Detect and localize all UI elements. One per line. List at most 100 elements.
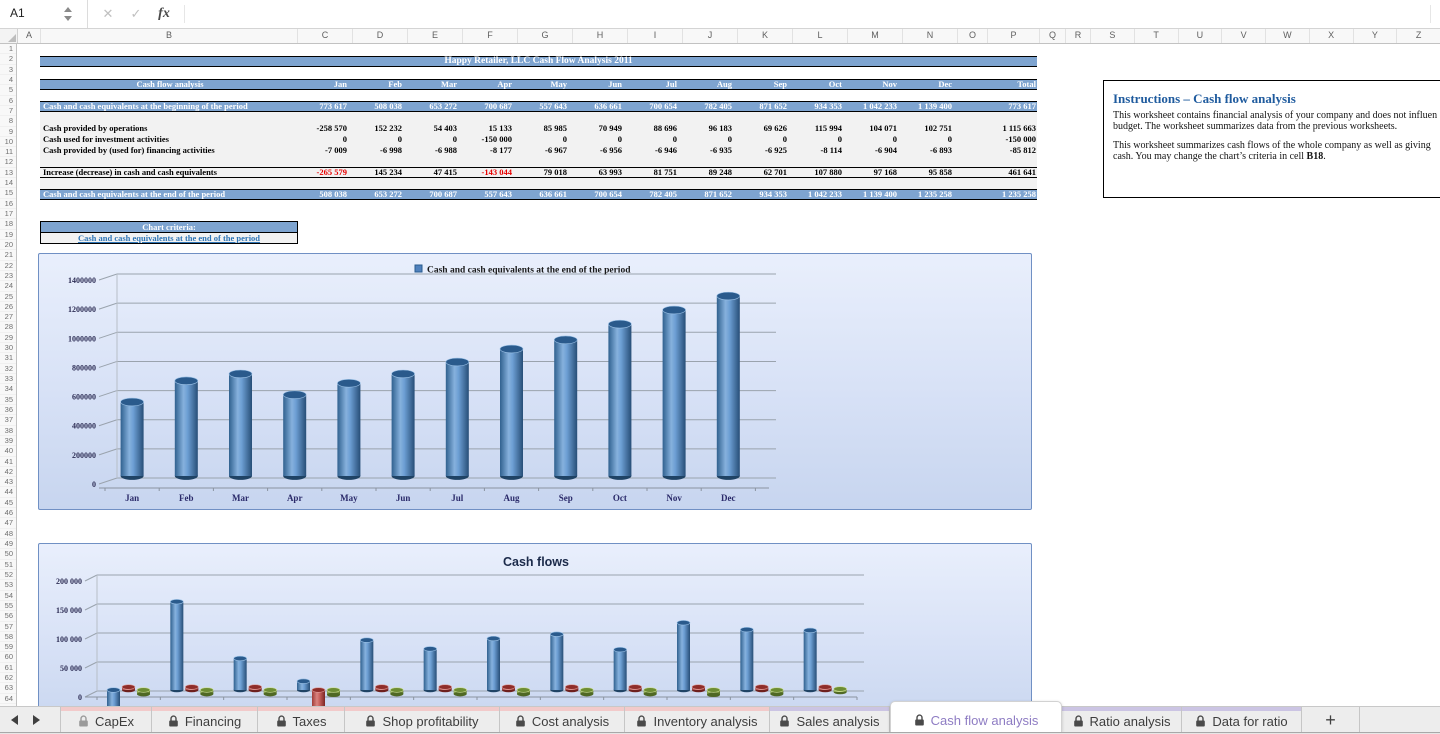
cell-value[interactable]: 104 071 [869,123,897,133]
row-header-45[interactable]: 45 [0,498,16,509]
row-header-33[interactable]: 33 [0,374,16,385]
row-header-62[interactable]: 62 [0,673,16,684]
cell-value[interactable]: 636 661 [594,101,622,111]
month-header-cell[interactable]: Apr [497,79,512,89]
cell-value[interactable]: 0 [727,134,732,144]
cell-value[interactable]: 700 687 [484,101,512,111]
cell-value[interactable]: 54 403 [433,123,457,133]
sheet-tab-capex[interactable]: CapEx [60,707,152,732]
row-header-37[interactable]: 37 [0,415,16,426]
row-header-3[interactable]: 3 [0,65,16,75]
row-header-25[interactable]: 25 [0,292,16,302]
column-header-S[interactable]: S [1091,28,1135,43]
cell-value[interactable]: 934 353 [759,189,787,199]
column-header-K[interactable]: K [738,28,793,43]
sheet-tab-cash-flow-analysis[interactable]: Cash flow analysis [890,701,1062,732]
column-header-V[interactable]: V [1222,28,1266,43]
column-header-J[interactable]: J [683,28,738,43]
cell-value[interactable]: 653 272 [429,101,457,111]
cell-value[interactable]: -8 177 [490,145,512,155]
cell-value[interactable]: 102 751 [924,123,952,133]
row-header-41[interactable]: 41 [0,457,16,467]
row-header-44[interactable]: 44 [0,487,16,498]
row-header-17[interactable]: 17 [0,209,16,220]
row-label[interactable]: Cash provided by (used for) financing ac… [43,145,215,155]
cell-value[interactable]: -150 000 [481,134,512,144]
cell-value[interactable]: 773 617 [319,101,347,111]
sheet-tab-data-for-ratio[interactable]: Data for ratio [1182,707,1302,732]
row-header-21[interactable]: 21 [0,250,16,261]
cell-value[interactable]: 0 [617,134,622,144]
cash-flows-chart[interactable]: Cash flows 0 50 000 100 000 150 000 200 000 [38,543,1032,734]
row-header-49[interactable]: 49 [0,539,16,550]
cell-value[interactable]: 508 038 [319,189,347,199]
column-header-U[interactable]: U [1179,28,1223,43]
cell-value[interactable]: 0 [452,134,457,144]
row-header-13[interactable]: 13 [0,168,16,179]
sheet-tab-shop-profitability[interactable]: Shop profitability [345,707,500,732]
cell-value[interactable]: 62 701 [763,167,787,177]
total-value[interactable]: 1 115 663 [1002,123,1036,133]
cell-value[interactable]: 871 652 [704,189,732,199]
column-header-C[interactable]: C [298,28,353,43]
row-header-27[interactable]: 27 [0,312,16,323]
row-header-23[interactable]: 23 [0,271,16,282]
cell-value[interactable]: 700 654 [594,189,622,199]
column-header-A[interactable]: A [18,28,41,43]
cell-value[interactable]: 782 405 [704,101,732,111]
cell-value[interactable]: 0 [892,134,897,144]
name-box[interactable]: A1 [0,0,88,28]
row-header-10[interactable]: 10 [0,137,16,148]
total-value[interactable]: 461 641 [1008,167,1036,177]
cell-value[interactable]: 96 183 [708,123,732,133]
total-value[interactable]: -85 812 [1009,145,1036,155]
chart-criteria-value[interactable]: Cash and cash equivalents at the end of … [41,233,297,243]
cell-value[interactable]: 89 248 [708,167,732,177]
name-box-spinner-up-icon[interactable] [64,7,72,12]
row-header-34[interactable]: 34 [0,384,16,395]
cell-value[interactable]: 636 661 [539,189,567,199]
cell-value[interactable]: 15 133 [488,123,512,133]
month-header-cell[interactable]: Feb [388,79,402,89]
cell-value[interactable]: 1 235 258 [918,189,952,199]
column-header-M[interactable]: M [848,28,903,43]
column-header-B[interactable]: B [41,28,298,43]
column-header-O[interactable]: O [958,28,988,43]
row-header-29[interactable]: 29 [0,333,16,344]
cell-value[interactable]: -6 967 [545,145,567,155]
cell-value[interactable]: 0 [562,134,567,144]
cell-value[interactable]: 85 985 [543,123,567,133]
cell-value[interactable]: 557 643 [484,189,512,199]
column-header-G[interactable]: G [518,28,573,43]
row-header-22[interactable]: 22 [0,261,16,271]
cell-value[interactable]: 145 234 [374,167,402,177]
cell-value[interactable]: 88 696 [653,123,677,133]
total-value[interactable]: 1 235 258 [1002,189,1036,199]
cell-value[interactable]: -6 904 [875,145,897,155]
column-header-Q[interactable]: Q [1040,28,1066,43]
cell-value[interactable]: 557 643 [539,101,567,111]
row-header-26[interactable]: 26 [0,302,16,313]
cell-value[interactable]: 782 405 [649,189,677,199]
cell-value[interactable]: 700 687 [429,189,457,199]
column-header-I[interactable]: I [628,28,683,43]
row-header-46[interactable]: 46 [0,508,16,519]
add-sheet-button[interactable]: + [1302,707,1360,732]
cell-value[interactable]: 0 [342,134,347,144]
row-header-31[interactable]: 31 [0,353,16,364]
row-header-11[interactable]: 11 [0,147,16,158]
row-header-40[interactable]: 40 [0,446,16,457]
column-header-X[interactable]: X [1310,28,1354,43]
cell-value[interactable]: 115 994 [814,123,842,133]
row-header-42[interactable]: 42 [0,467,16,478]
row-header-61[interactable]: 61 [0,663,16,674]
cell-value[interactable]: 70 949 [598,123,622,133]
row-header-15[interactable]: 15 [0,188,16,199]
cell-value[interactable]: 700 654 [649,101,677,111]
column-header-Y[interactable]: Y [1354,28,1398,43]
tabs-scroll-left-icon[interactable] [11,715,18,725]
sheet-tab-ratio-analysis[interactable]: Ratio analysis [1062,707,1182,732]
total-value[interactable]: -150 000 [1005,134,1036,144]
tabs-scroll-right-icon[interactable] [33,715,40,725]
